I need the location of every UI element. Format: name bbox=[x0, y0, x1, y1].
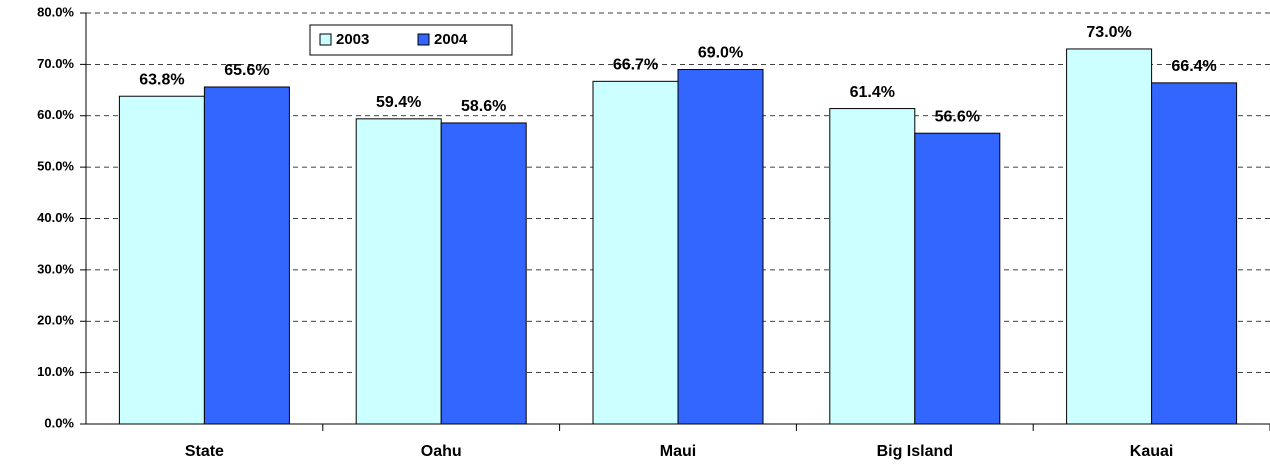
data-label: 69.0% bbox=[698, 45, 743, 62]
x-tick-label: State bbox=[185, 443, 224, 460]
y-tick-label: 10.0% bbox=[37, 364, 74, 379]
bar bbox=[592, 80, 679, 425]
y-tick-label: 40.0% bbox=[37, 210, 74, 225]
y-tick-label: 30.0% bbox=[37, 261, 74, 276]
x-tick-label: Oahu bbox=[421, 443, 462, 460]
data-label: 58.6% bbox=[461, 98, 506, 115]
bar bbox=[829, 108, 916, 425]
legend-swatch bbox=[417, 33, 430, 46]
legend: 2003 2004 bbox=[309, 24, 513, 56]
bar bbox=[203, 86, 290, 425]
y-tick-label: 70.0% bbox=[37, 56, 74, 71]
bar bbox=[355, 118, 442, 425]
legend-label: 2004 bbox=[434, 31, 468, 48]
y-tick-label: 20.0% bbox=[37, 313, 74, 328]
data-label: 65.6% bbox=[224, 62, 269, 79]
y-tick-label: 50.0% bbox=[37, 159, 74, 174]
data-label: 56.6% bbox=[935, 108, 980, 125]
x-tick-label: Big Island bbox=[877, 443, 953, 460]
bar bbox=[440, 122, 527, 425]
bar bbox=[1151, 82, 1238, 425]
legend-label: 2003 bbox=[336, 31, 369, 48]
data-label: 63.8% bbox=[139, 71, 184, 88]
data-label: 66.7% bbox=[613, 57, 658, 74]
bar bbox=[118, 95, 205, 425]
x-tick-label: Maui bbox=[660, 443, 696, 460]
y-tick-label: 80.0% bbox=[37, 4, 74, 19]
data-label: 61.4% bbox=[850, 84, 895, 101]
y-tick-label: 60.0% bbox=[37, 107, 74, 122]
data-label: 73.0% bbox=[1086, 24, 1131, 41]
data-label: 59.4% bbox=[376, 94, 421, 111]
bar bbox=[677, 69, 764, 425]
legend-box bbox=[309, 24, 513, 56]
bar bbox=[1066, 48, 1153, 425]
legend-swatch bbox=[319, 33, 332, 46]
data-label: 66.4% bbox=[1171, 58, 1216, 75]
y-tick-label: 0.0% bbox=[44, 415, 74, 430]
x-tick-label: Kauai bbox=[1130, 443, 1174, 460]
bar bbox=[914, 132, 1001, 425]
